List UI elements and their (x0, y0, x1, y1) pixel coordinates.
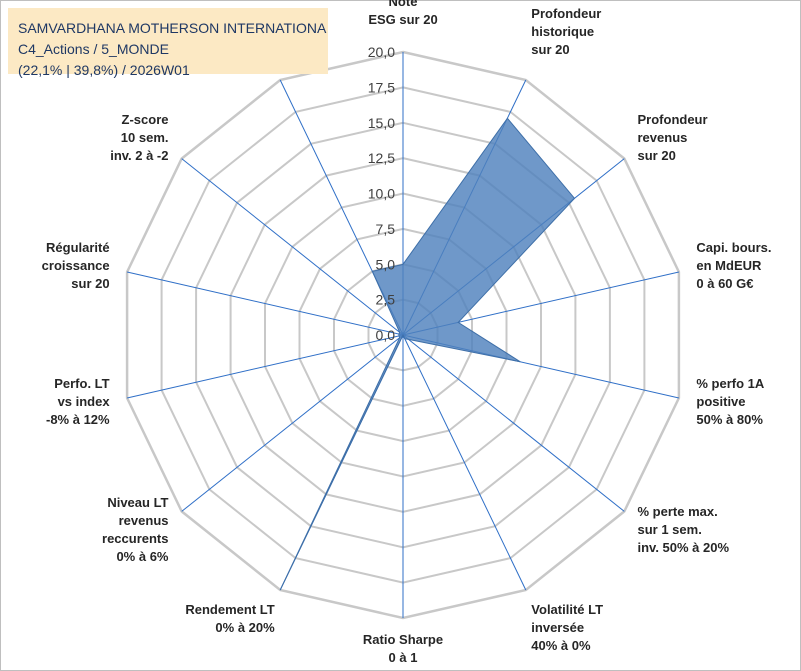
title-company: SAMVARDHANA MOTHERSON INTERNATIONA (18, 20, 327, 36)
axis-label-11: Régularité croissance sur 20 (42, 240, 110, 291)
spoke-9 (181, 334, 404, 512)
axis-label-2: Profondeur revenus sur 20 (638, 112, 708, 163)
axis-label-4: % perfo 1A positive 50% à 80% (696, 376, 765, 427)
title-stats: (22,1% | 39,8%) / 2026W01 (18, 62, 190, 78)
axis-label-5: % perte max. sur 1 sem. inv. 50% à 20% (638, 504, 730, 555)
tick-label-4: 10,0 (368, 186, 395, 202)
chart-title-box: SAMVARDHANA MOTHERSON INTERNATIONA C4_Ac… (8, 8, 328, 78)
spoke-10 (126, 334, 404, 399)
radar-tick-labels: 0,0 2,5 5,0 7,5 10,0 12,5 15,0 17,5 20,0 (368, 44, 395, 343)
tick-label-3: 7,5 (376, 221, 396, 237)
tick-label-7: 17,5 (368, 79, 395, 95)
title-category: C4_Actions / 5_MONDE (18, 41, 169, 57)
tick-label-8: 20,0 (368, 44, 395, 60)
spoke-11 (126, 271, 404, 336)
axis-label-0: Note ESG sur 20 (368, 0, 437, 27)
axis-label-3: Capi. bours. en MdEUR 0 à 60 G€ (696, 240, 771, 291)
spoke-12 (181, 158, 404, 336)
tick-label-6: 15,0 (368, 115, 395, 131)
axis-label-1: Profondeur historique sur 20 (531, 6, 601, 57)
axis-label-7: Ratio Sharpe 0 à 1 (363, 632, 443, 665)
series-area (279, 117, 576, 591)
radar-series (279, 117, 576, 591)
tick-label-5: 12,5 (368, 150, 395, 166)
axis-label-12: Z-score 10 sem. inv. 2 à -2 (110, 112, 168, 163)
tick-label-0: 0,0 (376, 327, 396, 343)
tick-label-2: 5,0 (376, 256, 396, 272)
tick-label-1: 2,5 (376, 292, 396, 308)
axis-label-10: Perfo. LT vs index -8% à 12% (46, 376, 110, 427)
spoke-6 (402, 334, 527, 591)
axis-label-9: Niveau LT revenus reccurents 0% à 6% (102, 495, 169, 564)
spoke-5 (402, 334, 625, 512)
axis-label-8: Rendement LT 0% à 20% (185, 602, 275, 635)
axis-label-6: Volatilité LT inversée 40% à 0% (531, 602, 603, 653)
